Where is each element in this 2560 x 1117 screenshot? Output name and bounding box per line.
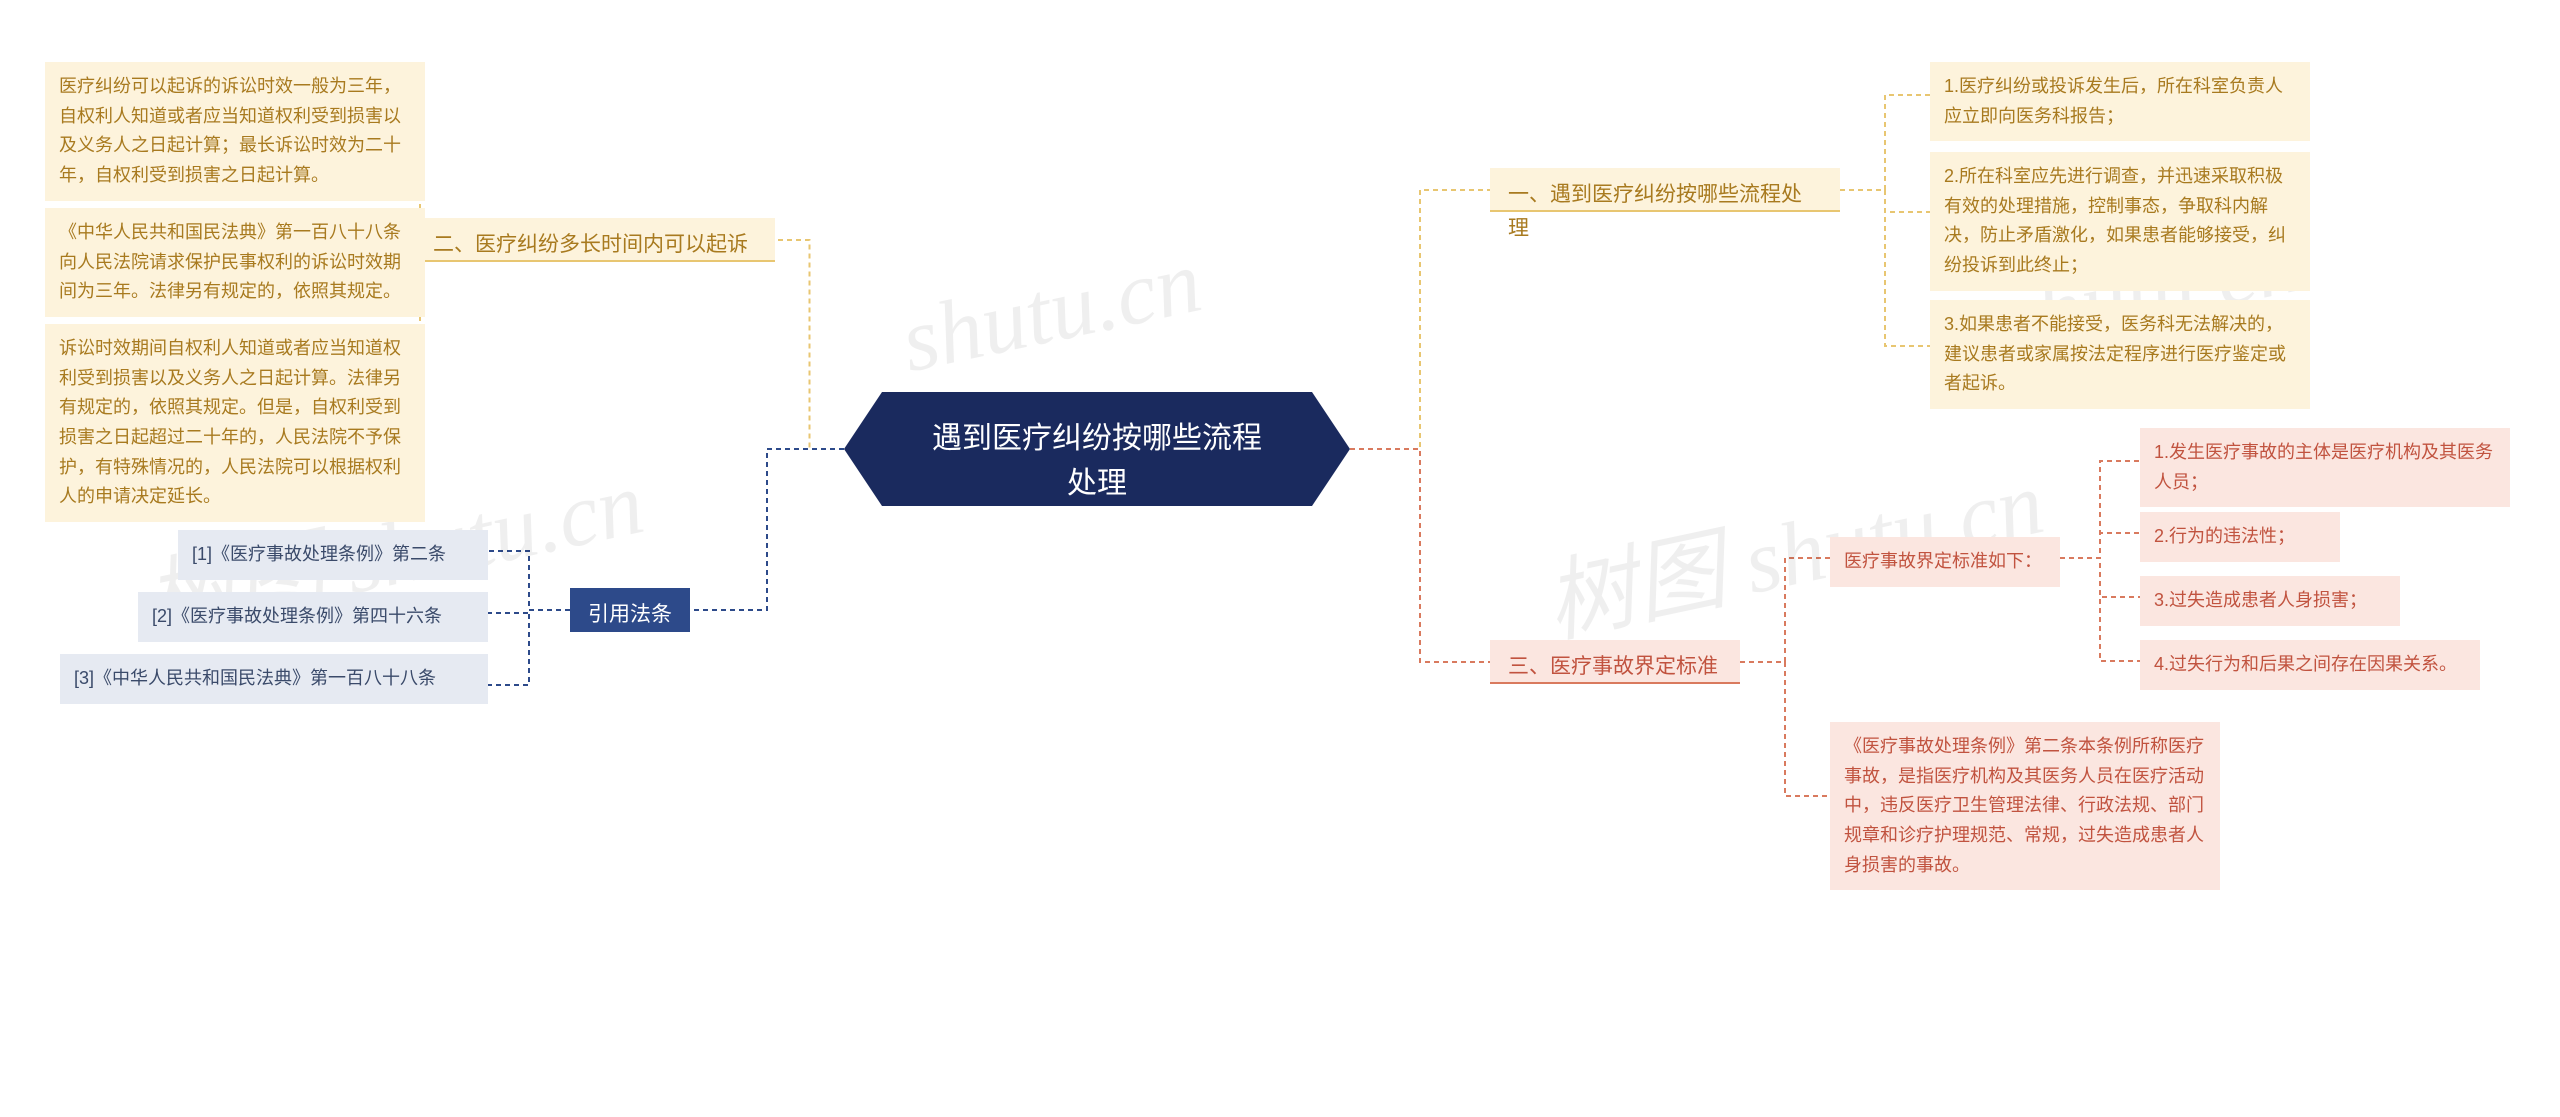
subleaf-b3-0-2: 3.过失造成患者人身损害； [2140, 576, 2400, 626]
center-node: 遇到医疗纠纷按哪些流程处理 [882, 392, 1312, 506]
leaf-b4-2: [3]《中华人民共和国民法典》第一百八十八条 [60, 654, 488, 704]
subleaf-b3-0-0: 1.发生医疗事故的主体是医疗机构及其医务人员； [2140, 428, 2510, 507]
leaf-b2-0: 医疗纠纷可以起诉的诉讼时效一般为三年，自权利人知道或者应当知道权利受到损害以及义… [45, 62, 425, 201]
leaf-b3-0: 医疗事故界定标准如下： [1830, 537, 2060, 587]
watermark: shutu.cn [893, 230, 1210, 394]
leaf-b2-2: 诉讼时效期间自权利人知道或者应当知道权利受到损害以及义务人之日起计算。法律另有规… [45, 324, 425, 522]
leaf-b1-1: 2.所在科室应先进行调查，并迅速采取积极有效的处理措施，控制事态，争取科内解决，… [1930, 152, 2310, 291]
leaf-b1-2: 3.如果患者不能接受，医务科无法解决的，建议患者或家属按法定程序进行医疗鉴定或者… [1930, 300, 2310, 409]
leaf-b3-1: 《医疗事故处理条例》第二条本条例所称医疗事故，是指医疗机构及其医务人员在医疗活动… [1830, 722, 2220, 890]
branch-b1: 一、遇到医疗纠纷按哪些流程处理 [1490, 168, 1840, 212]
branch-b3: 三、医疗事故界定标准 [1490, 640, 1740, 684]
branch-b4: 引用法条 [570, 588, 690, 632]
branch-b2: 二、医疗纠纷多长时间内可以起诉 [415, 218, 775, 262]
leaf-b4-1: [2]《医疗事故处理条例》第四十六条 [138, 592, 488, 642]
leaf-b4-0: [1]《医疗事故处理条例》第二条 [178, 530, 488, 580]
leaf-b1-0: 1.医疗纠纷或投诉发生后，所在科室负责人应立即向医务科报告； [1930, 62, 2310, 141]
subleaf-b3-0-1: 2.行为的违法性； [2140, 512, 2340, 562]
leaf-b2-1: 《中华人民共和国民法典》第一百八十八条向人民法院请求保护民事权利的诉讼时效期间为… [45, 208, 425, 317]
subleaf-b3-0-3: 4.过失行为和后果之间存在因果关系。 [2140, 640, 2480, 690]
